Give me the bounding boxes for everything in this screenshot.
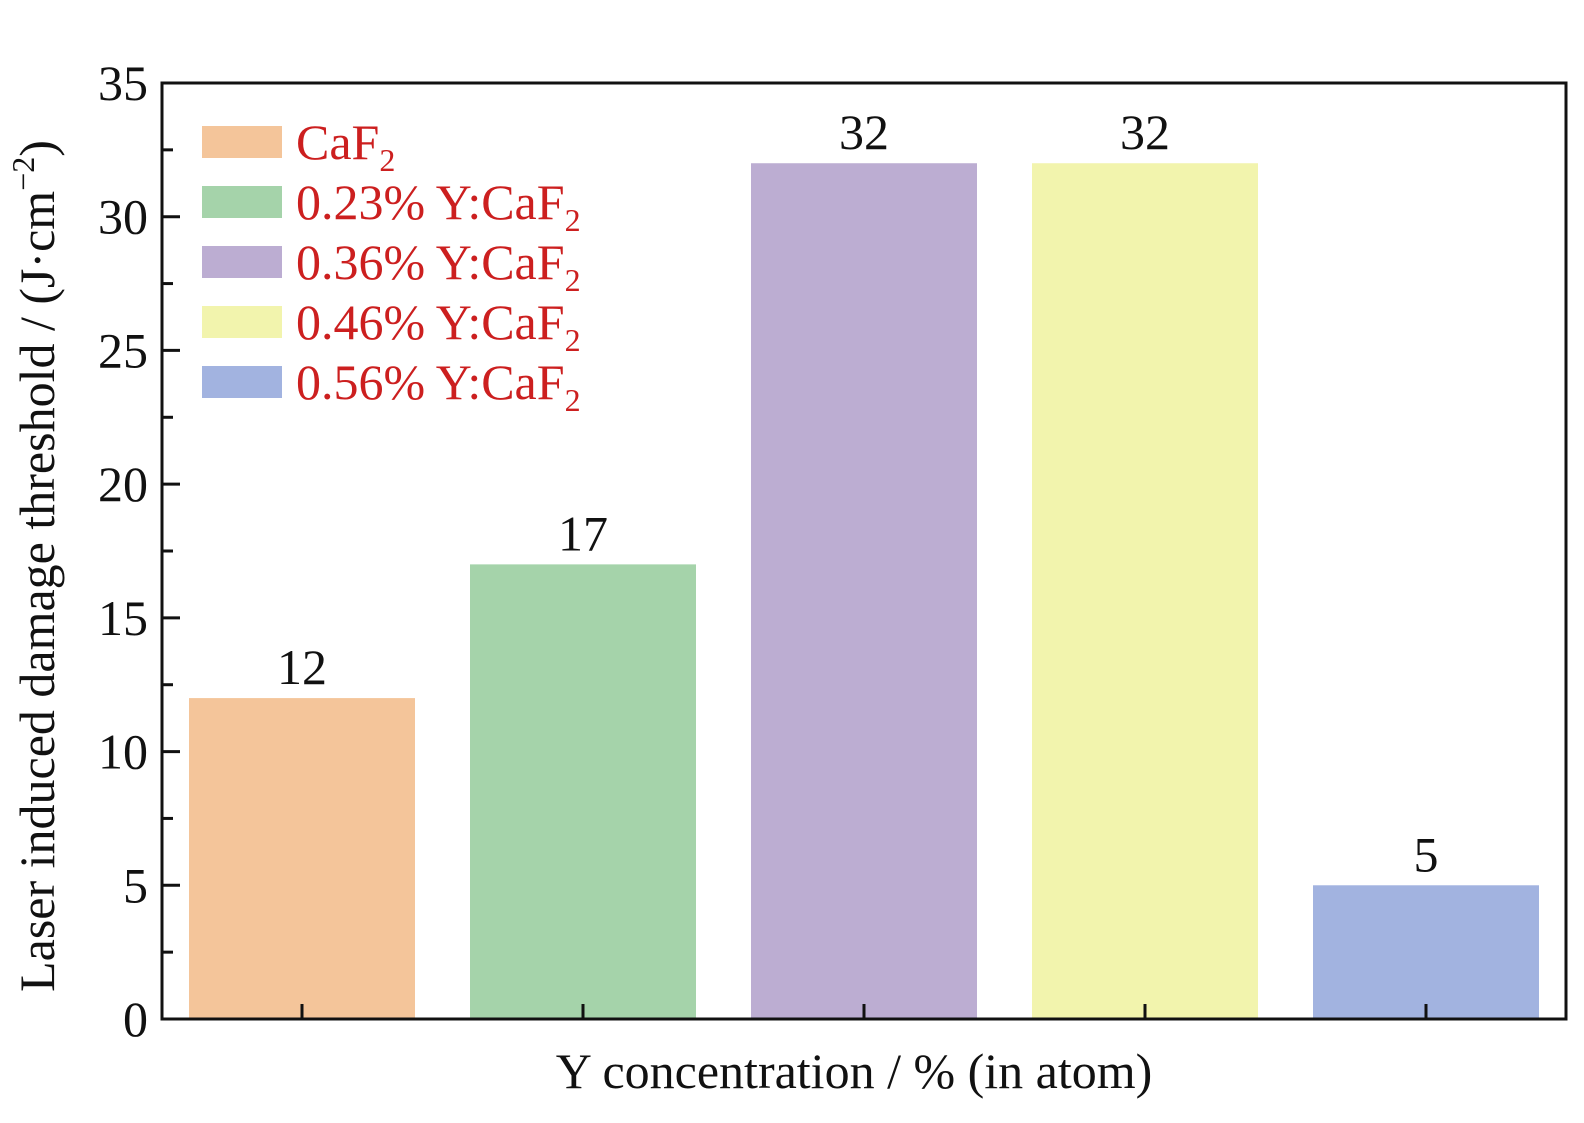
data-label-3: 32 (839, 104, 889, 160)
y-axis-title-main: Laser induced damage threshold / (J·cm (9, 191, 65, 992)
y-tick-label-15: 15 (98, 590, 148, 646)
axes-layer: 0 5 10 15 20 25 30 35 (98, 55, 1568, 1047)
bar-1 (189, 698, 415, 1019)
legend-swatch-4 (202, 306, 282, 338)
legend-label-3: 0.36% Y:CaF2 (296, 234, 581, 298)
legend-swatch-3 (202, 246, 282, 278)
y-tick-label-35: 35 (98, 55, 148, 111)
y-axis-title-superscript: −2 (5, 157, 41, 191)
legend-swatch-2 (202, 186, 282, 218)
y-axis-title: Laser induced damage threshold / (J·cm−2… (5, 140, 65, 992)
data-labels-layer: 12 17 32 32 5 (277, 104, 1439, 882)
x-axis-title: Y concentration / % (in atom) (556, 1043, 1153, 1099)
legend-label-5: 0.56% Y:CaF2 (296, 354, 581, 418)
bar-3 (751, 163, 977, 1019)
legend-swatch-1 (202, 126, 282, 158)
y-axis-title-suffix: ) (9, 140, 65, 157)
legend-label-2: 0.23% Y:CaF2 (296, 174, 581, 238)
y-tick-label-20: 20 (98, 456, 148, 512)
legend-swatch-5 (202, 366, 282, 398)
y-tick-label-5: 5 (123, 857, 148, 913)
data-label-4: 32 (1120, 104, 1170, 160)
bar-2 (470, 564, 696, 1019)
legend-label-1: CaF2 (296, 114, 395, 178)
data-label-2: 17 (558, 505, 608, 561)
data-label-5: 5 (1414, 826, 1439, 882)
bars-layer (189, 163, 1539, 1019)
bar-5 (1313, 885, 1539, 1019)
data-label-1: 12 (277, 639, 327, 695)
bar-4 (1032, 163, 1258, 1019)
y-tick-label-25: 25 (98, 322, 148, 378)
y-tick-label-30: 30 (98, 189, 148, 245)
legend-label-4: 0.46% Y:CaF2 (296, 294, 581, 358)
y-tick-label-0: 0 (123, 991, 148, 1047)
y-tick-label-10: 10 (98, 724, 148, 780)
